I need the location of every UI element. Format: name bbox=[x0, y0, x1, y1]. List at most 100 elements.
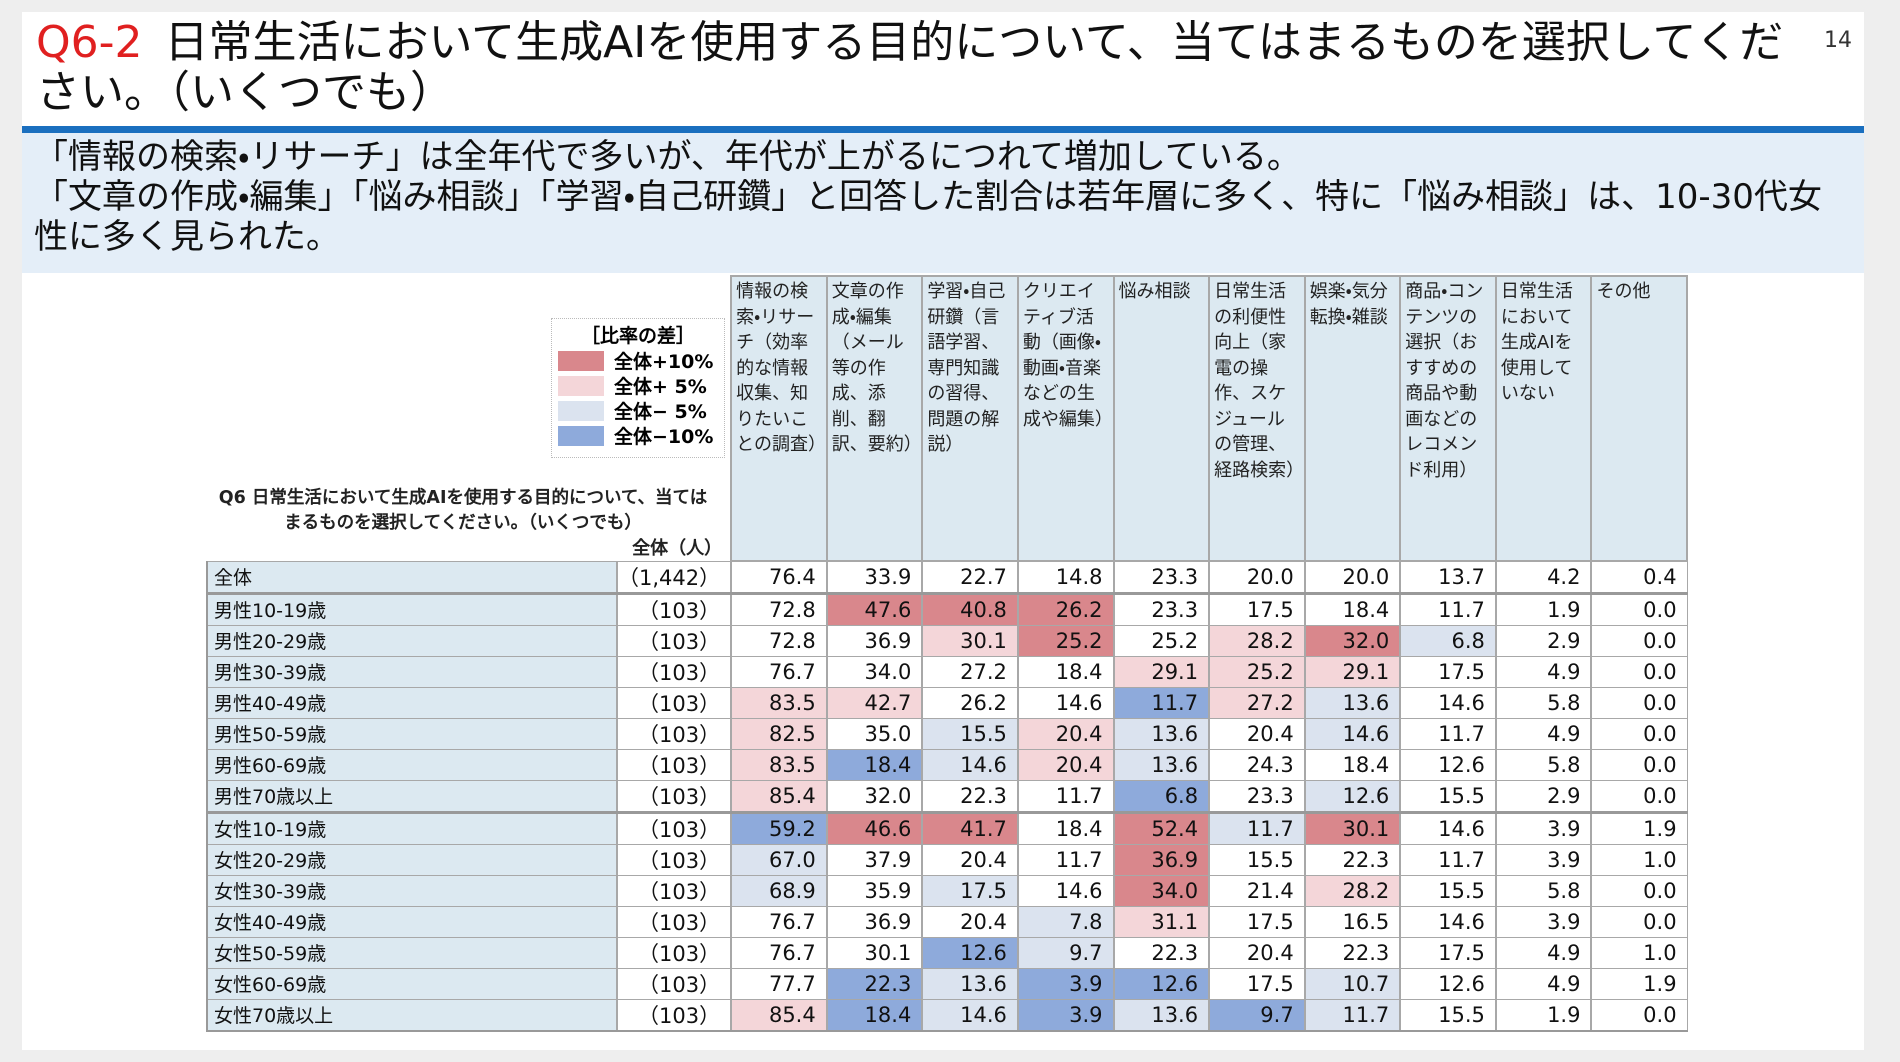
value-cell: 52.4 bbox=[1112, 810, 1210, 845]
question-label: Q6-2 bbox=[36, 17, 143, 68]
value-cell: 18.4 bbox=[1303, 748, 1401, 781]
value-cell: 4.9 bbox=[1494, 655, 1592, 688]
value-cell: 76.7 bbox=[730, 905, 828, 938]
value-cell: 0.0 bbox=[1590, 779, 1688, 813]
value-cell: 15.5 bbox=[1208, 843, 1306, 876]
legend: ［比率の差］ 全体+10% 全体+ 5% 全体− 5% 全体−10% bbox=[551, 318, 725, 458]
value-cell: 0.0 bbox=[1590, 686, 1688, 719]
value-cell: 14.6 bbox=[1399, 810, 1497, 845]
table-row: 女性20-29歳 （103） 67.0 37.9 20.4 11.7 36.9 15.5 22.… bbox=[206, 843, 1688, 876]
value-cell: 17.5 bbox=[1399, 655, 1497, 688]
legend-swatch bbox=[558, 400, 604, 421]
legend-swatch bbox=[558, 375, 604, 396]
value-cell: 16.5 bbox=[1303, 905, 1401, 938]
slide: Q6-2 日常生活において生成AIを使用する目的について、当てはまるものを選択して… bbox=[22, 12, 1864, 1050]
column-header: 情報の検索・リサーチ（効率的な情報収集、知りたいことの調査） bbox=[730, 275, 828, 562]
legend-item: 全体+10% bbox=[558, 348, 718, 373]
row-n: （103） bbox=[615, 843, 732, 876]
value-cell: 27.2 bbox=[1208, 686, 1306, 719]
value-cell: 0.0 bbox=[1590, 905, 1688, 938]
value-cell: 28.2 bbox=[1208, 624, 1306, 657]
row-label: 女性70歳以上 bbox=[206, 998, 618, 1032]
value-cell: 14.6 bbox=[1016, 686, 1114, 719]
table-row: 男性70歳以上 （103） 85.4 32.0 22.3 11.7 6.8 23.3 12.6 1… bbox=[206, 779, 1688, 813]
value-cell: 11.7 bbox=[1112, 686, 1210, 719]
value-cell: 11.7 bbox=[1399, 591, 1497, 626]
value-cell: 23.3 bbox=[1112, 560, 1210, 594]
value-cell: 36.9 bbox=[825, 905, 923, 938]
value-cell: 9.7 bbox=[1208, 998, 1306, 1032]
value-cell: 0.0 bbox=[1590, 624, 1688, 657]
value-cell: 35.0 bbox=[825, 717, 923, 750]
value-cell: 68.9 bbox=[730, 874, 828, 907]
value-cell: 4.9 bbox=[1494, 717, 1592, 750]
table-body: 全体 （1,442） 76.4 33.9 22.7 14.8 23.3 20.0 20.0 13.… bbox=[206, 560, 1688, 1032]
row-n: （103） bbox=[615, 717, 732, 750]
value-cell: 22.3 bbox=[1112, 936, 1210, 969]
row-label: 男性30-39歳 bbox=[206, 655, 618, 688]
row-label: 女性40-49歳 bbox=[206, 905, 618, 938]
corner: ［比率の差］ 全体+10% 全体+ 5% 全体− 5% 全体−10% Q6 日常生活にお… bbox=[207, 276, 732, 561]
value-cell: 14.6 bbox=[1303, 717, 1401, 750]
value-cell: 34.0 bbox=[1112, 874, 1210, 907]
row-label: 男性20-29歳 bbox=[206, 624, 618, 657]
row-label: 女性30-39歳 bbox=[206, 874, 618, 907]
value-cell: 46.6 bbox=[825, 810, 923, 845]
legend-swatch bbox=[558, 350, 604, 371]
value-cell: 40.8 bbox=[921, 591, 1019, 626]
value-cell: 33.9 bbox=[825, 560, 923, 594]
row-n: （1,442） bbox=[615, 560, 732, 594]
value-cell: 0.0 bbox=[1590, 998, 1688, 1032]
value-cell: 20.4 bbox=[1016, 717, 1114, 750]
value-cell: 3.9 bbox=[1494, 810, 1592, 845]
value-cell: 36.9 bbox=[1112, 843, 1210, 876]
value-cell: 31.1 bbox=[1112, 905, 1210, 938]
row-label: 男性60-69歳 bbox=[206, 748, 618, 781]
header-row: ［比率の差］ 全体+10% 全体+ 5% 全体− 5% 全体−10% Q6 日常生活にお… bbox=[207, 275, 1689, 562]
column-header: 日常生活の利便性向上（家電の操作、スケジュールの管理、経路検索） bbox=[1208, 275, 1306, 562]
value-cell: 42.7 bbox=[825, 686, 923, 719]
row-label: 男性50-59歳 bbox=[206, 717, 618, 750]
row-n: （103） bbox=[615, 779, 732, 813]
value-cell: 36.9 bbox=[825, 624, 923, 657]
value-cell: 41.7 bbox=[921, 810, 1019, 845]
column-header: 悩み相談 bbox=[1112, 275, 1211, 562]
value-cell: 22.7 bbox=[921, 560, 1019, 594]
table-row: 女性40-49歳 （103） 76.7 36.9 20.4 7.8 31.1 17.5 16.5… bbox=[206, 905, 1688, 938]
value-cell: 6.8 bbox=[1399, 624, 1497, 657]
value-cell: 1.9 bbox=[1494, 998, 1592, 1032]
value-cell: 47.6 bbox=[825, 591, 923, 626]
value-cell: 5.8 bbox=[1494, 686, 1592, 719]
value-cell: 11.7 bbox=[1016, 779, 1114, 813]
value-cell: 18.4 bbox=[1303, 591, 1401, 626]
table-row: 男性60-69歳 （103） 83.5 18.4 14.6 20.4 13.6 24.3 18.… bbox=[206, 748, 1688, 781]
row-label: 男性40-49歳 bbox=[206, 686, 618, 719]
value-cell: 15.5 bbox=[1399, 779, 1497, 813]
value-cell: 4.2 bbox=[1494, 560, 1592, 594]
row-label: 男性10-19歳 bbox=[206, 591, 618, 626]
value-cell: 14.6 bbox=[921, 998, 1019, 1032]
value-cell: 22.3 bbox=[825, 967, 923, 1000]
value-cell: 0.0 bbox=[1590, 591, 1688, 626]
value-cell: 14.6 bbox=[921, 748, 1019, 781]
value-cell: 1.9 bbox=[1494, 591, 1592, 626]
value-cell: 23.3 bbox=[1208, 779, 1306, 813]
value-cell: 11.7 bbox=[1399, 717, 1497, 750]
value-cell: 83.5 bbox=[730, 748, 828, 781]
value-cell: 23.3 bbox=[1112, 591, 1210, 626]
value-cell: 5.8 bbox=[1494, 748, 1592, 781]
summary: 「情報の検索・リサーチ」は全年代で多いが、年代が上がるにつれて増加している。 「… bbox=[22, 133, 1864, 273]
summary-line: 「文章の作成・編集」「悩み相談」「学習・自己研鑽」と回答した割合は若年層に多く、… bbox=[34, 177, 1822, 257]
value-cell: 14.6 bbox=[1399, 686, 1497, 719]
value-cell: 12.6 bbox=[1303, 779, 1401, 813]
value-cell: 22.3 bbox=[1303, 936, 1401, 969]
value-cell: 13.6 bbox=[1112, 717, 1210, 750]
value-cell: 3.9 bbox=[1494, 843, 1592, 876]
value-cell: 76.7 bbox=[730, 655, 828, 688]
cross-table: ［比率の差］ 全体+10% 全体+ 5% 全体− 5% 全体−10% Q6 日常生活にお… bbox=[206, 275, 1689, 1032]
column-header: 娯楽・気分転換・雑談 bbox=[1303, 275, 1402, 562]
value-cell: 18.4 bbox=[1016, 655, 1114, 688]
value-cell: 15.5 bbox=[1399, 998, 1497, 1032]
value-cell: 3.9 bbox=[1016, 967, 1114, 1000]
